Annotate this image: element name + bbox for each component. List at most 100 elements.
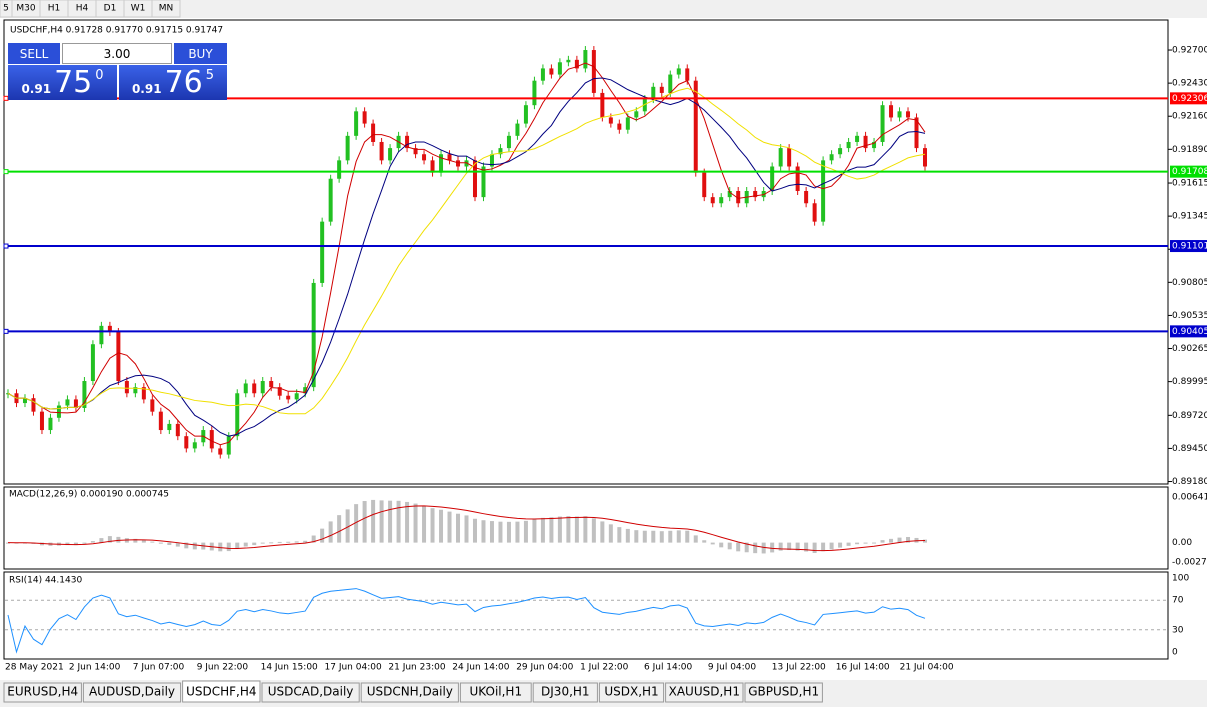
macd-bar	[532, 519, 537, 543]
y-tick-label: 0.91890	[1172, 145, 1207, 155]
macd-bar	[795, 542, 800, 551]
candle	[107, 325, 112, 332]
symbol-tab[interactable]	[182, 680, 261, 703]
candle	[141, 387, 146, 400]
macd-bar	[506, 521, 511, 543]
candle	[99, 325, 104, 345]
candle	[676, 68, 681, 75]
macd-bar	[405, 501, 410, 543]
candle	[736, 191, 741, 204]
symbol-tab-label[interactable]: USDCAD,Daily	[268, 685, 354, 699]
symbol-tab[interactable]	[360, 682, 459, 703]
macd-bar	[515, 521, 520, 543]
macd-bar	[277, 541, 282, 543]
macd-bar	[753, 542, 758, 554]
symbol-tab-label[interactable]: USDCNH,Daily	[367, 685, 453, 699]
candle	[727, 191, 732, 198]
lot-input[interactable]: 3.00	[62, 43, 172, 64]
timeframe-label[interactable]: H4	[76, 4, 89, 14]
symbol-tab-label[interactable]: GBPUSD,H1	[748, 685, 819, 699]
timeframe-label[interactable]: MN	[159, 4, 174, 14]
ask-box[interactable]: 0.91 76 5	[119, 65, 227, 100]
candle	[447, 154, 452, 161]
symbol-tab[interactable]	[82, 682, 182, 703]
candle	[379, 141, 384, 161]
macd-bar	[557, 516, 562, 543]
candle	[73, 399, 78, 408]
macd-bar	[583, 516, 588, 543]
symbol-tab[interactable]	[744, 682, 823, 703]
macd-label: MACD(12,26,9) 0.000190 0.000745	[9, 490, 169, 500]
symbol-tab[interactable]	[598, 682, 665, 703]
symbol-tab-label[interactable]: USDX,H1	[604, 685, 658, 699]
symbol-tab[interactable]	[261, 682, 360, 703]
timeframe-label[interactable]: M30	[16, 4, 35, 14]
candle	[175, 423, 180, 437]
level-box	[1170, 240, 1207, 253]
symbol-tab[interactable]	[3, 682, 82, 703]
timeframe-label[interactable]: W1	[131, 4, 146, 14]
candle	[464, 160, 469, 167]
candle	[515, 123, 520, 136]
rsi-tick-label: 100	[1172, 574, 1189, 584]
candle	[693, 80, 698, 173]
macd-bar	[413, 503, 418, 543]
y-tick-label: 0.90805	[1172, 278, 1207, 288]
candle	[277, 387, 282, 396]
macd-bar	[685, 530, 690, 543]
symbol-tab[interactable]	[459, 682, 532, 703]
macd-bar	[396, 500, 401, 543]
timeframe-label[interactable]: 5	[3, 4, 9, 14]
macd-bar	[226, 542, 231, 552]
macd-bar	[252, 542, 257, 546]
symbol-tab[interactable]	[665, 682, 744, 703]
macd-bar	[812, 542, 817, 553]
candle	[549, 68, 554, 75]
moving-average	[7, 77, 926, 437]
symbol-tab-label[interactable]: EURUSD,H4	[7, 685, 78, 699]
candle	[923, 148, 927, 167]
macd-bar	[642, 530, 647, 543]
x-tick-label: 9 Jul 04:00	[708, 663, 757, 673]
macd-bar	[379, 500, 384, 543]
moving-average	[7, 87, 926, 415]
macd-bar	[133, 538, 138, 543]
symbol-tab-label[interactable]: AUDUSD,Daily	[89, 685, 175, 699]
candle	[31, 398, 36, 412]
candle	[489, 154, 494, 167]
symbol-tab-label[interactable]: DJ30,H1	[541, 685, 590, 699]
timeframe-button[interactable]	[151, 0, 181, 18]
timeframe-label[interactable]: H1	[48, 4, 61, 14]
moving-average	[7, 62, 926, 446]
y-tick-label: 0.90265	[1172, 344, 1207, 354]
symbol-tab[interactable]	[532, 682, 598, 703]
macd-bar	[65, 542, 70, 546]
sell-button[interactable]: SELL	[8, 43, 60, 64]
macd-bar	[719, 542, 724, 548]
macd-signal	[7, 505, 926, 552]
candle	[855, 135, 860, 142]
candle	[56, 405, 61, 418]
timeframe-label[interactable]: D1	[104, 4, 117, 14]
y-tick-label: 0.89180	[1172, 477, 1207, 487]
macd-bar	[897, 537, 902, 543]
candle	[634, 111, 639, 118]
y-tick-label: 0.90535	[1172, 311, 1207, 321]
bid-box[interactable]: 0.91 75 0	[8, 65, 117, 100]
macd-bar	[787, 542, 792, 551]
candle	[719, 197, 724, 204]
symbol-tab-label[interactable]: XAUUSD,H1	[669, 685, 740, 699]
macd-bar	[761, 542, 766, 554]
buy-button[interactable]: BUY	[174, 43, 227, 64]
x-tick-label: 1 Jul 22:00	[580, 663, 629, 673]
candle	[557, 62, 562, 75]
toolbar	[0, 0, 1207, 18]
macd-bar	[778, 542, 783, 551]
candle	[804, 191, 809, 204]
candle	[362, 111, 367, 124]
x-tick-label: 2 Jun 14:00	[69, 663, 121, 673]
symbol-tab-label[interactable]: UKOil,H1	[470, 685, 523, 699]
candle	[838, 148, 843, 155]
symbol-tab-label[interactable]: USDCHF,H4	[186, 685, 256, 699]
candle	[116, 331, 121, 382]
